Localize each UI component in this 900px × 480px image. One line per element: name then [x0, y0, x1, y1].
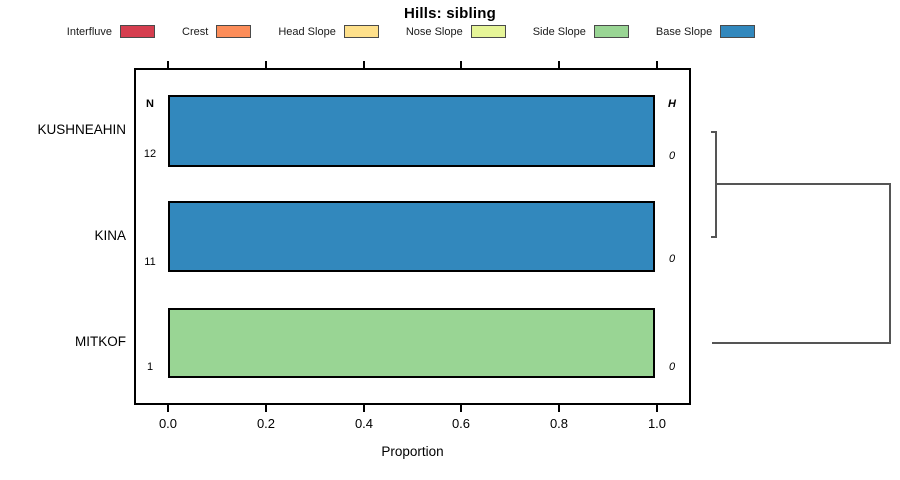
x-tick-label: 0.0: [158, 416, 178, 431]
x-tick-label: 0.8: [549, 416, 569, 431]
n-value-kina: 11: [144, 256, 156, 268]
legend-label: Nose Slope: [405, 25, 463, 38]
x-tick-label: 1.0: [647, 416, 667, 431]
axis-tick: [265, 61, 267, 68]
dendrogram-segment-leaf-kushneahin: [711, 131, 717, 133]
n-value-kushneahin: 12: [143, 148, 157, 160]
category-label-kushneahin: KUSHNEAHIN: [37, 122, 126, 137]
axis-tick: [656, 61, 658, 68]
dendrogram-segment-cluster-horizontal: [715, 183, 891, 185]
legend-swatch-interfluve: [120, 25, 156, 38]
axis-tick: [363, 61, 365, 68]
legend-item-base-slope: Base Slope: [655, 25, 756, 38]
axis-tick: [167, 61, 169, 68]
legend-item-side-slope: Side Slope: [533, 25, 629, 38]
legend-item-interfluve: Interfluve: [66, 25, 156, 38]
legend-swatch-nose-slope: [470, 25, 506, 38]
h-value-mitkof: 0: [668, 361, 676, 373]
axis-tick: [460, 405, 462, 412]
axis-tick: [265, 405, 267, 412]
legend-item-crest: Crest: [182, 25, 252, 38]
bar-row-kina: [168, 201, 655, 272]
legend-swatch-base-slope: [720, 25, 756, 38]
axis-tick: [167, 405, 169, 412]
n-value-mitkof: 1: [146, 361, 154, 373]
legend-label: Base Slope: [655, 25, 713, 38]
bar-row-kushneahin: [168, 95, 655, 167]
axis-tick: [656, 405, 658, 412]
legend-label: Interfluve: [66, 25, 113, 38]
axis-tick: [363, 405, 365, 412]
legend-item-nose-slope: Nose Slope: [406, 25, 506, 38]
category-label-mitkof: MITKOF: [75, 334, 126, 349]
legend-label: Crest: [182, 25, 209, 38]
bar-kina-base-slope: [168, 201, 655, 272]
legend-item-head-slope: Head Slope: [278, 25, 379, 38]
x-tick-label: 0.2: [256, 416, 276, 431]
x-axis-label: Proportion: [381, 444, 444, 459]
h-value-kina: 0: [668, 253, 676, 265]
axis-tick: [558, 405, 560, 412]
dendrogram-segment-leaf-mitkof: [712, 342, 891, 344]
n-column-header: N: [146, 98, 154, 110]
category-label-kina: KINA: [94, 228, 126, 243]
legend: Interfluve Crest Head Slope Nose Slope S…: [0, 25, 822, 38]
bar-kushneahin-base-slope: [168, 95, 655, 167]
dendrogram-segment-root-vertical: [889, 183, 891, 344]
legend-label: Head Slope: [278, 25, 336, 38]
legend-swatch-crest: [216, 25, 252, 38]
h-value-kushneahin: 0: [668, 150, 676, 162]
chart-title: Hills: sibling: [404, 5, 496, 22]
h-column-header: H: [668, 98, 676, 110]
bar-mitkof-side-slope: [168, 308, 655, 378]
legend-label: Side Slope: [532, 25, 586, 38]
axis-tick: [460, 61, 462, 68]
axis-tick: [558, 61, 560, 68]
legend-swatch-head-slope: [343, 25, 379, 38]
dendrogram-segment-leaf-kina: [711, 236, 717, 238]
x-tick-label: 0.6: [451, 416, 471, 431]
legend-swatch-side-slope: [593, 25, 629, 38]
x-tick-label: 0.4: [354, 416, 374, 431]
bar-row-mitkof: [168, 308, 655, 378]
